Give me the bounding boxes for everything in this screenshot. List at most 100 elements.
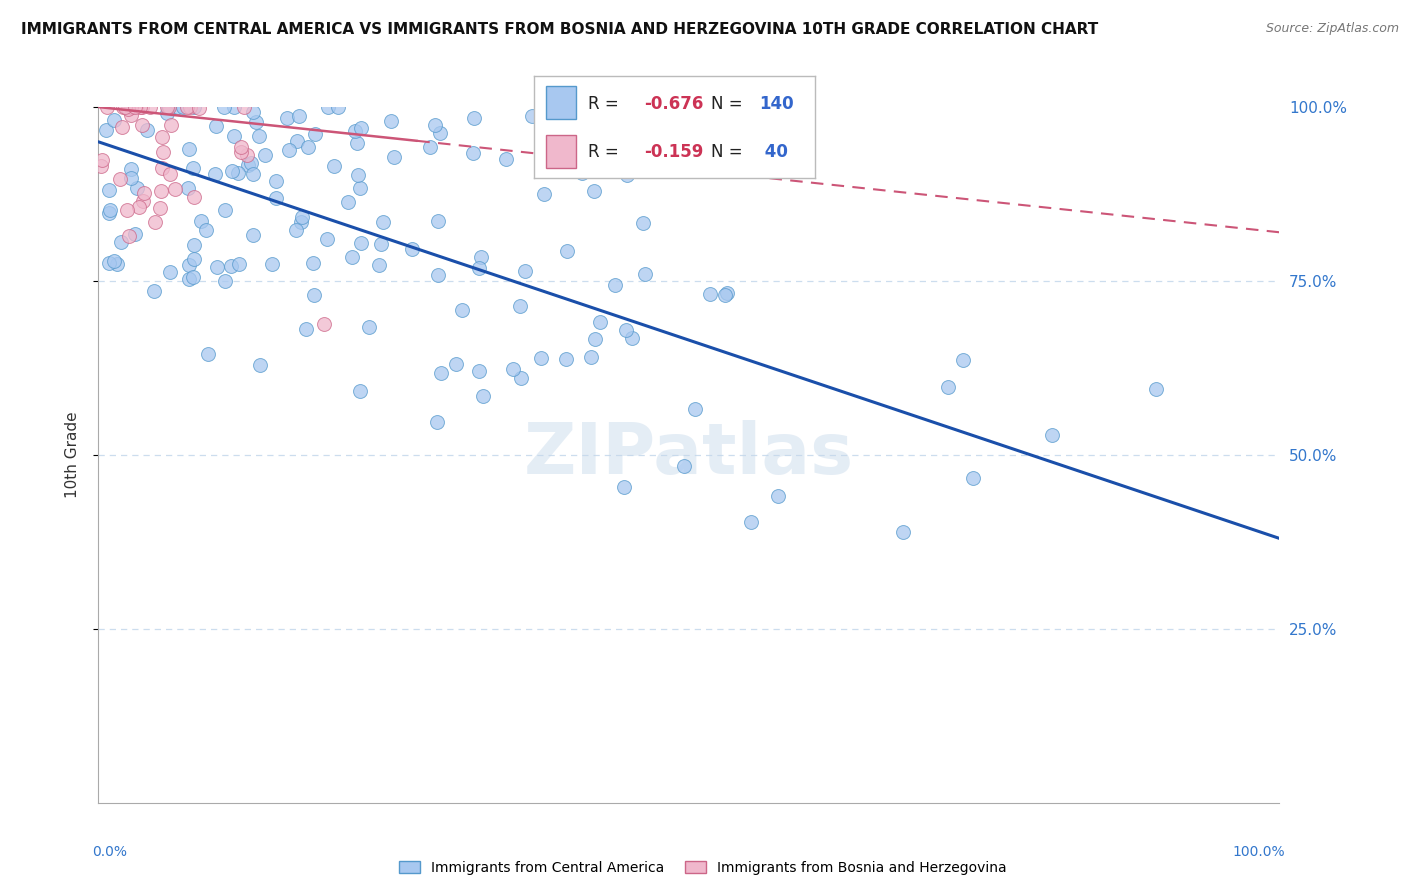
Point	[349, 180, 371, 194]
Point	[179, 100, 201, 114]
Point	[427, 214, 450, 228]
FancyBboxPatch shape	[546, 136, 576, 168]
Text: 140: 140	[759, 95, 794, 112]
Point	[952, 352, 974, 367]
Text: IMMIGRANTS FROM CENTRAL AMERICA VS IMMIGRANTS FROM BOSNIA AND HERZEGOVINA 10TH G: IMMIGRANTS FROM CENTRAL AMERICA VS IMMIG…	[21, 22, 1098, 37]
Point	[149, 184, 172, 198]
Point	[247, 128, 270, 143]
Point	[233, 100, 256, 114]
Point	[129, 100, 152, 114]
Point	[613, 480, 636, 494]
Point	[204, 167, 226, 181]
Text: -0.676: -0.676	[644, 95, 703, 112]
Point	[350, 235, 373, 250]
Point	[673, 459, 696, 474]
Point	[197, 347, 219, 361]
Point	[183, 237, 205, 252]
Point	[120, 171, 142, 186]
Point	[117, 100, 139, 114]
Point	[94, 122, 117, 136]
Point	[589, 315, 612, 329]
Text: N =: N =	[711, 95, 748, 112]
Point	[190, 214, 212, 228]
Point	[291, 210, 314, 224]
Point	[401, 243, 423, 257]
Point	[117, 102, 139, 116]
Point	[419, 140, 441, 154]
Point	[297, 139, 319, 153]
Point	[152, 145, 174, 159]
Point	[429, 126, 451, 140]
Text: R =: R =	[588, 143, 624, 161]
Point	[128, 201, 150, 215]
Point	[264, 174, 287, 188]
Point	[111, 120, 134, 135]
Point	[183, 100, 205, 114]
Point	[114, 100, 136, 114]
Point	[380, 114, 402, 128]
Point	[160, 119, 183, 133]
Point	[242, 105, 264, 120]
Point	[603, 277, 626, 292]
Point	[316, 100, 339, 114]
Point	[322, 159, 344, 173]
Point	[238, 158, 260, 172]
Point	[226, 165, 249, 179]
Point	[285, 223, 308, 237]
Point	[108, 172, 131, 186]
Point	[290, 215, 312, 229]
Point	[165, 181, 187, 195]
Point	[105, 257, 128, 271]
Point	[621, 330, 644, 344]
Point	[222, 100, 245, 114]
Point	[91, 153, 114, 167]
Point	[264, 191, 287, 205]
Point	[177, 181, 200, 195]
Point	[347, 168, 370, 182]
Text: Source: ZipAtlas.com: Source: ZipAtlas.com	[1265, 22, 1399, 36]
Point	[626, 164, 648, 178]
Point	[423, 118, 446, 132]
Point	[98, 206, 121, 220]
Point	[120, 162, 142, 177]
Point	[90, 159, 112, 173]
Point	[228, 257, 250, 271]
Text: 0.0%: 0.0%	[93, 845, 128, 858]
Point	[131, 100, 153, 114]
Point	[294, 322, 316, 336]
Point	[181, 269, 204, 284]
Point	[229, 140, 252, 154]
Point	[349, 384, 371, 398]
Point	[183, 190, 205, 204]
Point	[533, 186, 555, 201]
Point	[370, 236, 392, 251]
Point	[136, 123, 159, 137]
Point	[346, 136, 368, 151]
Point	[131, 118, 153, 132]
Point	[219, 259, 242, 273]
Point	[115, 203, 138, 218]
Point	[463, 111, 485, 125]
Point	[699, 287, 721, 301]
Text: ZIPatlas: ZIPatlas	[524, 420, 853, 490]
Point	[156, 100, 179, 114]
Point	[242, 167, 264, 181]
Point	[98, 183, 121, 197]
FancyBboxPatch shape	[546, 87, 576, 119]
Point	[962, 471, 984, 485]
Point	[444, 357, 467, 371]
Point	[285, 134, 308, 148]
Point	[245, 115, 267, 129]
Point	[471, 389, 494, 403]
Point	[214, 202, 236, 217]
Point	[240, 155, 263, 169]
Point	[187, 101, 209, 115]
Point	[426, 415, 449, 429]
Point	[150, 161, 173, 175]
Point	[468, 364, 491, 378]
Point	[221, 163, 243, 178]
Point	[166, 100, 188, 114]
Point	[195, 222, 218, 236]
Point	[254, 148, 277, 162]
Point	[470, 250, 492, 264]
